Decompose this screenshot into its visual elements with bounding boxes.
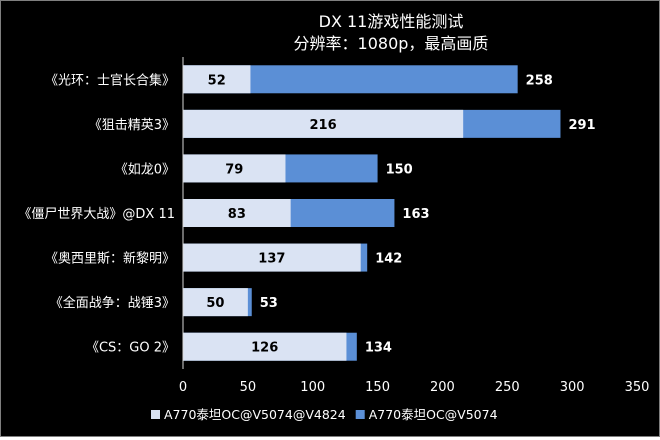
data-label-series-1: 216 — [310, 118, 337, 133]
bar-series-1 — [183, 199, 291, 227]
chart-title: DX 11游戏性能测试 — [319, 12, 464, 31]
data-label-series-2: 134 — [365, 341, 392, 356]
category-label: 《如龙0》 — [115, 161, 175, 177]
x-tick-label: 0 — [179, 380, 187, 395]
data-label-series-2: 258 — [526, 73, 553, 88]
x-tick-label: 300 — [560, 380, 585, 395]
bar-series-1 — [183, 243, 361, 272]
legend: A770泰坦OC@V5074@V4824 A770泰坦OC@V5074 — [151, 407, 498, 422]
category-label: 《狙击精英3》 — [89, 118, 175, 133]
x-tick-label: 200 — [430, 380, 455, 395]
bar-series-1 — [183, 154, 286, 183]
data-label-series-1: 79 — [225, 162, 243, 177]
data-label-series-1: 137 — [258, 252, 285, 267]
data-label-series-2: 163 — [402, 207, 429, 222]
bar-series-1 — [183, 109, 464, 138]
legend-swatch — [355, 410, 365, 419]
data-label-series-2: 150 — [386, 162, 413, 177]
x-tick-label: 350 — [625, 380, 650, 395]
legend-label: A770泰坦OC@V5074@V4824 — [164, 407, 346, 422]
data-label-series-2: 53 — [260, 296, 278, 311]
bar-series-1 — [183, 288, 248, 317]
category-label: 《光环：士官长合集》 — [45, 72, 175, 88]
category-label: 《CS：GO 2》 — [86, 341, 175, 356]
legend-swatch — [151, 410, 160, 419]
category-label: 《全面战争：战锤3》 — [50, 295, 175, 311]
x-tick-label: 100 — [300, 380, 325, 395]
data-label-series-1: 83 — [228, 207, 246, 222]
data-label-series-1: 50 — [206, 296, 224, 311]
x-tick-label: 150 — [365, 380, 390, 395]
data-label-series-2: 142 — [375, 252, 402, 267]
legend-label: A770泰坦OC@V5074 — [369, 407, 498, 422]
category-label: 《奥西里斯：新黎明》 — [45, 251, 175, 267]
bar-series-1 — [183, 65, 251, 94]
category-label: 《僵尸世界大战》@DX 11 — [18, 207, 175, 222]
data-label-series-1: 52 — [208, 73, 226, 88]
data-label-series-1: 126 — [251, 341, 278, 356]
plot-area: 52 258 《光环：士官长合集》 216 291 《狙击精英3》 79 150 《如龙0》 83… — [18, 57, 649, 395]
bar-series-1 — [183, 332, 347, 361]
data-label-series-2: 291 — [568, 118, 595, 133]
chart-subtitle: 分辨率：1080p，最高画质 — [294, 34, 489, 53]
x-tick-label: 50 — [240, 380, 257, 395]
x-tick-label: 250 — [495, 380, 520, 395]
